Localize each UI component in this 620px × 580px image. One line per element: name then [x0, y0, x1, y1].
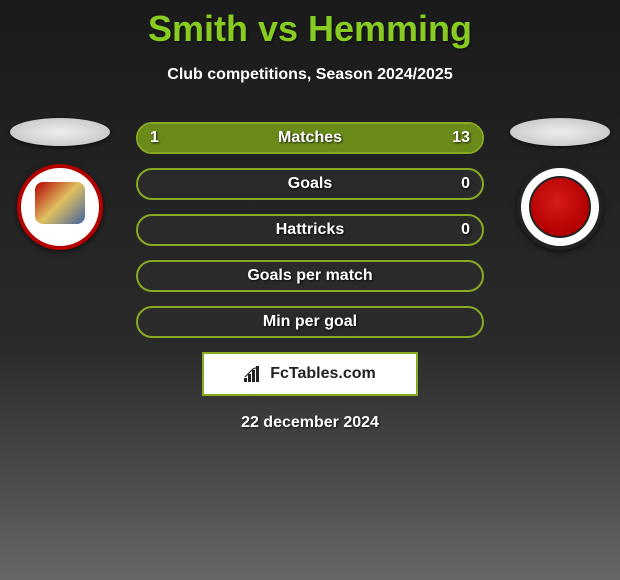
player-right-badge	[510, 118, 610, 250]
stat-bar: Goals 0	[136, 168, 484, 200]
bar-label: Min per goal	[263, 313, 357, 331]
stat-bar: Hattricks 0	[136, 214, 484, 246]
comparison-bars: 1 Matches 13 Goals 0 Hattricks 0 Goals per matc…	[136, 122, 484, 338]
leyton-orient-crest-icon	[517, 164, 603, 250]
stat-bar: Goals per match	[136, 260, 484, 292]
stat-bar: 1 Matches 13	[136, 122, 484, 154]
brand-box[interactable]: FcTables.com	[202, 352, 418, 396]
ellipse-placeholder-right	[510, 118, 610, 146]
bar-value-right: 13	[452, 129, 470, 147]
date-text: 22 december 2024	[0, 414, 620, 432]
ellipse-placeholder-left	[10, 118, 110, 146]
bar-value-right: 0	[461, 221, 470, 239]
bar-label: Goals	[288, 175, 332, 193]
bar-label: Goals per match	[247, 267, 372, 285]
player-left-badge	[10, 118, 110, 250]
page-title: Smith vs Hemming	[0, 0, 620, 50]
brand-text: FcTables.com	[270, 365, 376, 383]
bar-label: Matches	[278, 129, 342, 147]
barnsley-crest-icon	[17, 164, 103, 250]
stat-bar: Min per goal	[136, 306, 484, 338]
bar-label: Hattricks	[276, 221, 344, 239]
bar-value-right: 0	[461, 175, 470, 193]
fctables-logo-icon	[244, 366, 264, 382]
bar-value-left: 1	[150, 129, 159, 147]
subtitle: Club competitions, Season 2024/2025	[0, 66, 620, 84]
